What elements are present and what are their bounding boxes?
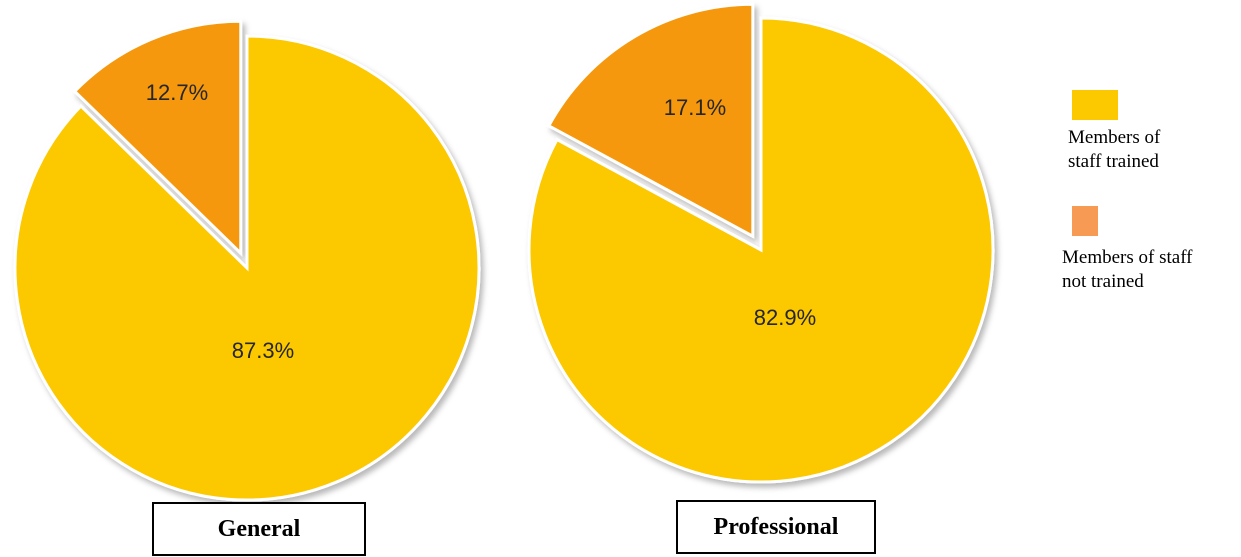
legend-label-trained-line2: staff trained <box>1068 151 1159 172</box>
professional-caption: Professional <box>713 513 839 540</box>
legend-label-not-trained-line1: Members of staff <box>1062 247 1193 268</box>
general-pie <box>13 19 481 502</box>
professional-value-label-not-trained: 17.1% <box>664 95 726 120</box>
professional-slice-not-trained <box>546 2 755 239</box>
general-value-label-trained: 87.3% <box>232 338 294 363</box>
professional-slice-trained <box>527 16 995 484</box>
professional-caption-box: Professional <box>676 500 876 554</box>
general-slice-not-trained <box>72 19 243 257</box>
legend-label-not-trained-line2: not trained <box>1062 271 1144 292</box>
legend-label-trained: Members of staff trained <box>1068 126 1160 174</box>
professional-pie <box>527 2 995 484</box>
legend-swatch-trained <box>1072 90 1118 120</box>
general-caption-box: General <box>152 502 366 556</box>
general-value-label-not-trained: 12.7% <box>146 80 208 105</box>
general-caption: General <box>217 515 301 542</box>
professional-value-label-trained: 82.9% <box>754 305 816 330</box>
legend-swatch-not-trained <box>1072 206 1098 236</box>
general-slice-trained <box>13 34 481 502</box>
legend-label-trained-line1: Members of <box>1068 127 1161 148</box>
legend-label-not-trained: Members of staff not trained <box>1062 246 1193 294</box>
